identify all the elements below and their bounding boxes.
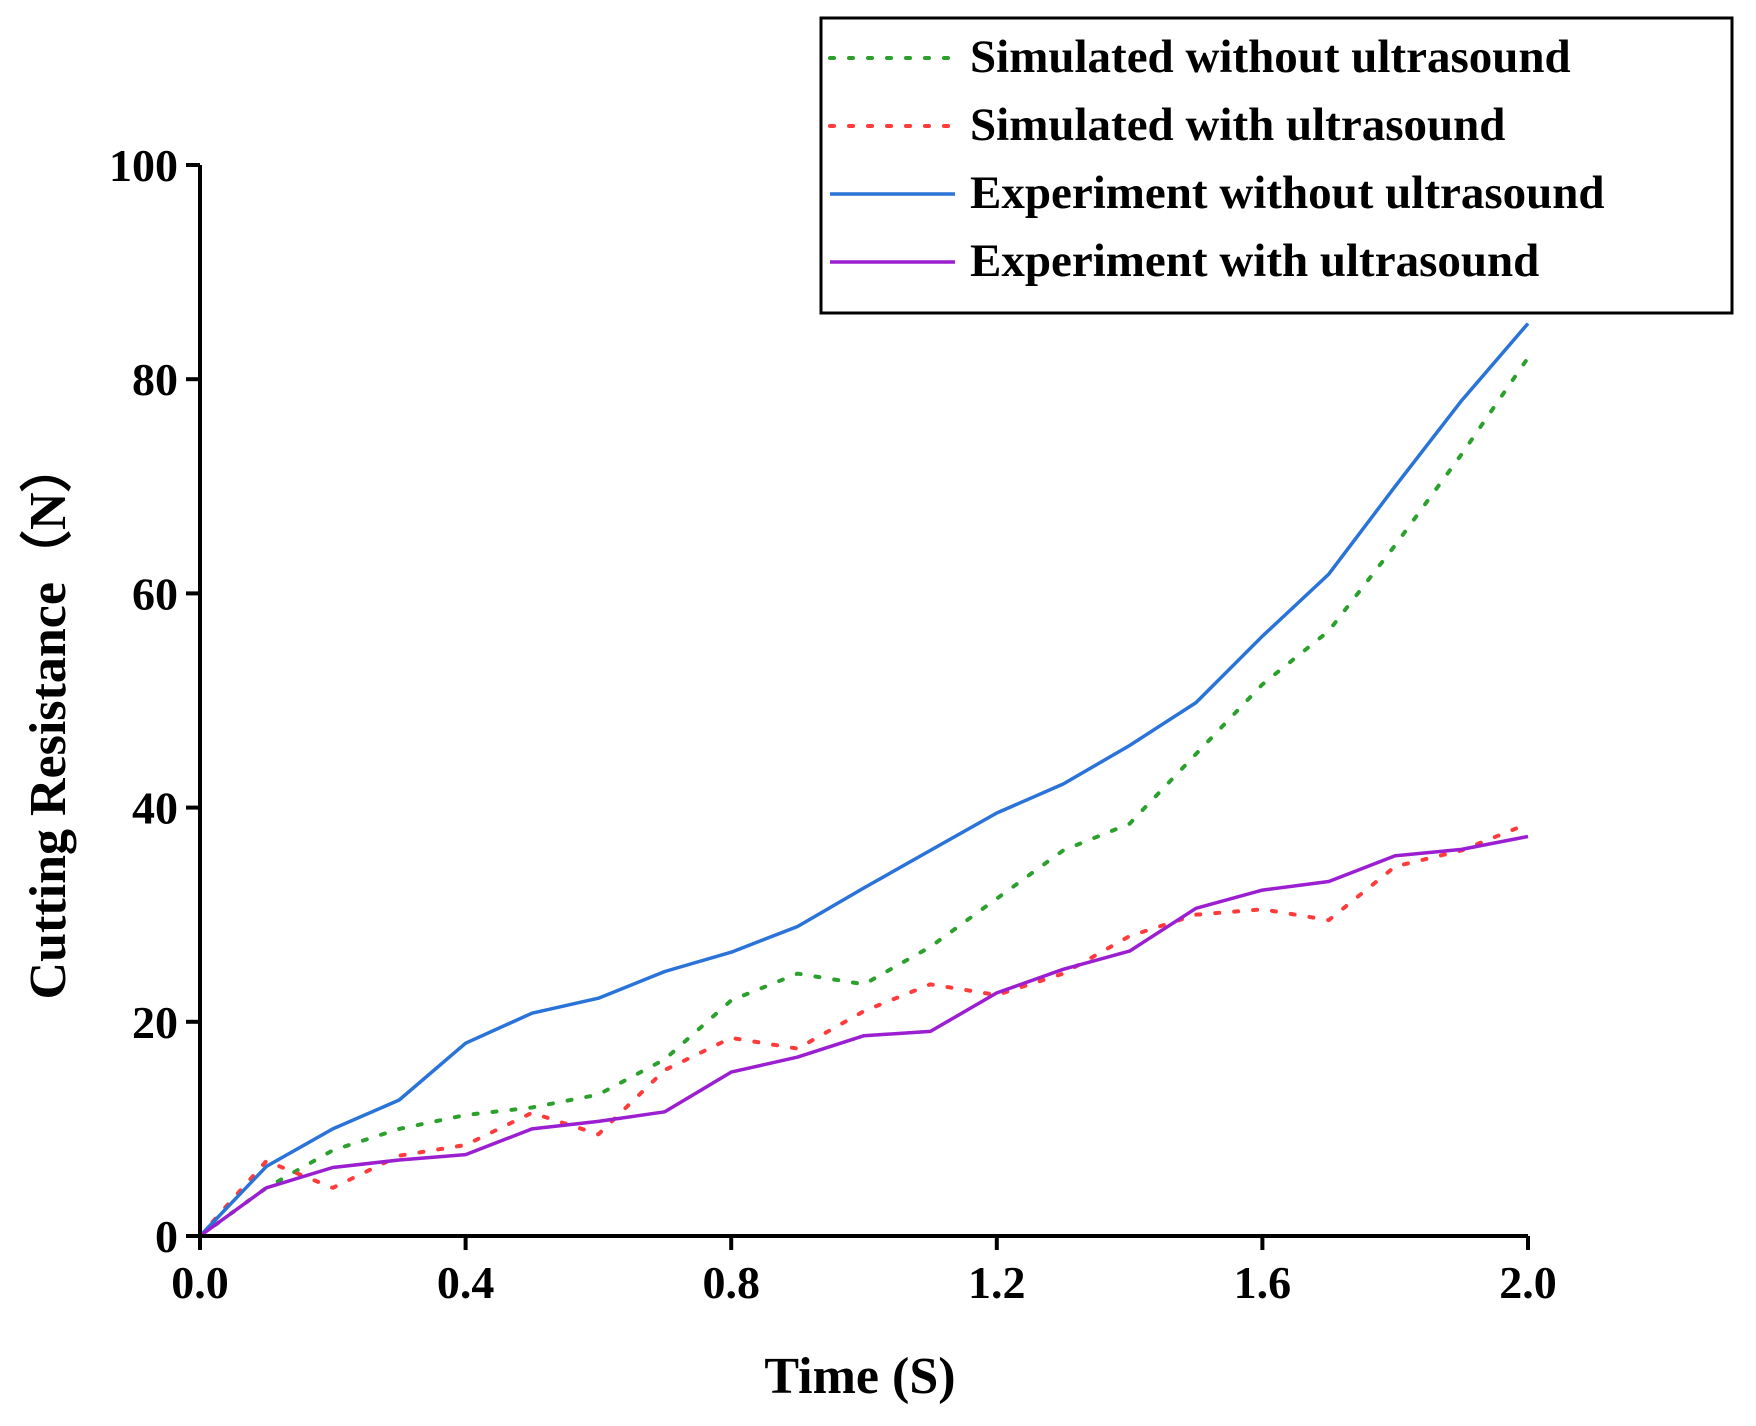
series-line-3 [198,322,1530,1238]
legend-label-3: Experiment without ultrasound [970,167,1605,219]
legend: Simulated without ultrasound Simulated wi… [819,16,1734,315]
x-tick-label: 1.2 [968,1257,1026,1308]
y-tick-label: 0 [155,1211,178,1262]
y-axis-title: Cutting Resistance（N） [19,441,77,1000]
series-layer [198,322,1530,1238]
x-tick-label: 2.0 [1499,1257,1557,1308]
legend-label-4: Experiment with ultrasound [970,235,1539,287]
y-ticks: 0 20 40 60 80 100 [109,140,200,1262]
x-tick-label: 0.4 [437,1257,495,1308]
x-tick-label: 0.8 [702,1257,760,1308]
y-tick-label: 40 [132,783,178,834]
y-tick-label: 20 [132,997,178,1048]
y-tick-label: 80 [132,354,178,405]
legend-label-1: Simulated without ultrasound [970,31,1571,83]
y-tick-label: 100 [109,140,178,191]
x-tick-label: 1.6 [1234,1257,1292,1308]
series-line-2 [198,821,1530,1238]
legend-label-2: Simulated with ultrasound [970,99,1505,151]
series-line-4 [198,834,1529,1238]
x-tick-label: 0.0 [171,1257,229,1308]
axes-layer: 0.0 0.4 0.8 1.2 1.6 2.0 0 20 40 60 80 100 Time (S)… [19,140,1557,1405]
x-axis-title: Time (S) [764,1348,955,1405]
legend-box [819,16,1734,315]
legend-items: Simulated without ultrasound Simulated wi… [828,31,1605,287]
y-tick-label: 60 [132,568,178,619]
x-ticks: 0.0 0.4 0.8 1.2 1.6 2.0 [171,1236,1557,1308]
series-line-1 [198,355,1530,1238]
